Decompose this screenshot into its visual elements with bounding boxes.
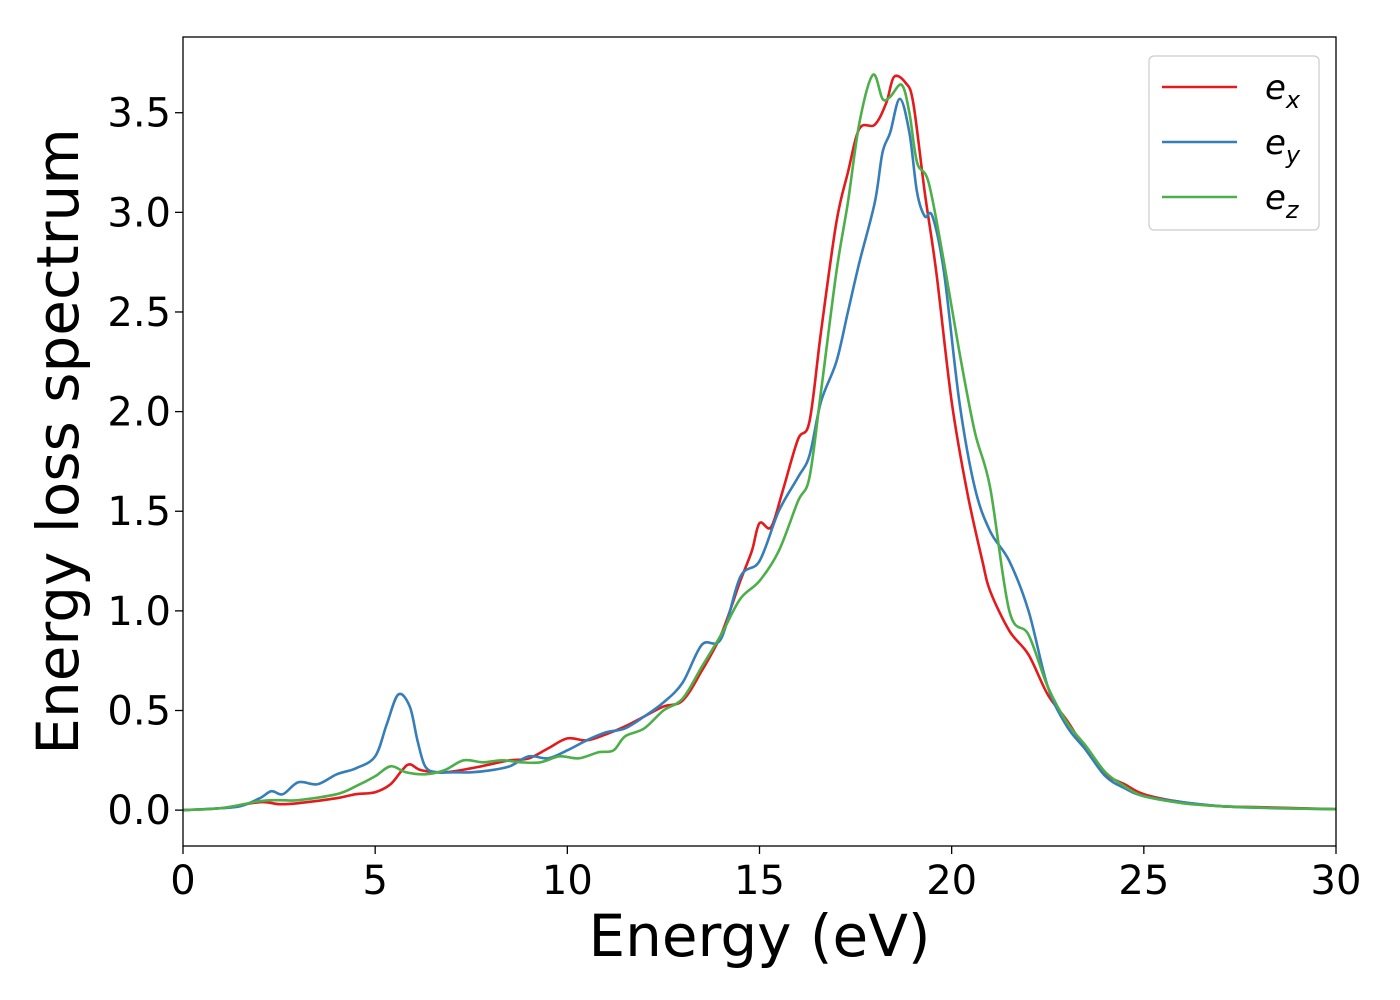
legend-label-ey: ey	[1265, 123, 1301, 169]
y-tick-label: 3.5	[107, 91, 171, 137]
x-tick-label: 10	[542, 858, 593, 904]
legend-label-ex: ex	[1265, 68, 1301, 114]
series-line-ex	[183, 74, 1336, 812]
y-tick-label: 1.0	[107, 589, 171, 635]
y-axis-ticks: 0.0 0.5 1.0 1.5 2.0 2.5 3.0 3.5	[107, 91, 183, 834]
series-layer	[183, 73, 1336, 812]
x-tick-label: 25	[1118, 858, 1169, 904]
y-tick-label: 3.0	[107, 190, 171, 236]
x-axis-title: Energy (eV)	[588, 902, 930, 970]
y-axis-title: Energy loss spectrum	[24, 128, 92, 754]
x-tick-label: 0	[170, 858, 195, 904]
legend-label-ez: ez	[1265, 178, 1300, 224]
legend: ex ey ez	[1148, 55, 1320, 231]
x-tick-label: 30	[1311, 858, 1362, 904]
y-tick-label: 0.5	[107, 689, 171, 735]
y-tick-label: 0.0	[107, 788, 171, 834]
y-tick-label: 2.5	[107, 290, 171, 336]
x-tick-label: 20	[926, 858, 977, 904]
y-tick-label: 2.0	[107, 390, 171, 436]
x-tick-label: 5	[362, 858, 387, 904]
y-tick-label: 1.5	[107, 489, 171, 535]
x-tick-label: 15	[734, 858, 785, 904]
x-axis-ticks: 0 5 10 15 20 25 30	[170, 846, 1361, 904]
series-line-ey	[183, 97, 1336, 812]
series-line-ez	[183, 73, 1336, 812]
